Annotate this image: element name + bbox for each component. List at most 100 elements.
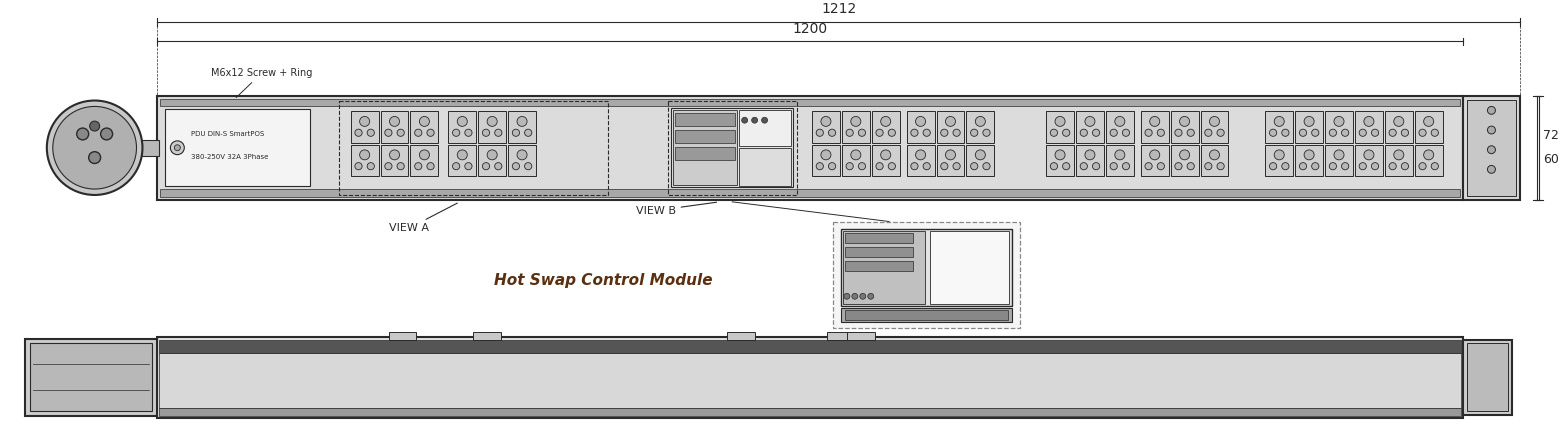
Circle shape: [1157, 129, 1164, 136]
Circle shape: [525, 163, 531, 170]
Bar: [161, 99, 1459, 106]
Circle shape: [970, 129, 978, 136]
Bar: [1047, 112, 1075, 143]
Bar: [25, 339, 158, 416]
Bar: [159, 353, 1460, 408]
Bar: [1385, 112, 1412, 143]
Bar: [840, 230, 1012, 306]
Bar: [845, 233, 914, 243]
Bar: [1325, 145, 1353, 176]
Circle shape: [426, 129, 434, 136]
Bar: [812, 145, 840, 176]
Circle shape: [465, 129, 472, 136]
Circle shape: [1209, 116, 1220, 126]
Bar: [1140, 145, 1168, 176]
Bar: [842, 145, 870, 176]
Circle shape: [851, 150, 861, 160]
Bar: [389, 332, 417, 339]
Circle shape: [859, 293, 865, 299]
Bar: [1106, 145, 1134, 176]
Bar: [845, 310, 1007, 320]
Bar: [872, 112, 900, 143]
Bar: [351, 145, 378, 176]
Bar: [1462, 339, 1512, 415]
Circle shape: [419, 116, 430, 126]
Bar: [381, 112, 409, 143]
Circle shape: [89, 121, 100, 131]
Circle shape: [817, 163, 823, 170]
Bar: [1467, 99, 1517, 196]
Bar: [1076, 112, 1104, 143]
Bar: [1170, 145, 1198, 176]
Circle shape: [359, 150, 370, 160]
Circle shape: [1275, 150, 1284, 160]
Circle shape: [1304, 116, 1314, 126]
Text: 60: 60: [1543, 153, 1559, 166]
Circle shape: [1312, 163, 1318, 170]
Circle shape: [923, 129, 931, 136]
Circle shape: [1282, 129, 1289, 136]
Circle shape: [1334, 116, 1343, 126]
Circle shape: [1300, 163, 1306, 170]
Bar: [1201, 145, 1228, 176]
Circle shape: [1187, 129, 1195, 136]
Circle shape: [1393, 116, 1404, 126]
Circle shape: [1270, 163, 1276, 170]
Bar: [478, 112, 506, 143]
Circle shape: [881, 150, 890, 160]
Bar: [673, 110, 737, 185]
Circle shape: [762, 117, 767, 123]
Circle shape: [458, 150, 467, 160]
Circle shape: [1329, 163, 1337, 170]
Bar: [845, 247, 914, 257]
Circle shape: [359, 116, 370, 126]
Text: 1200: 1200: [792, 22, 828, 36]
Circle shape: [923, 163, 931, 170]
Circle shape: [1423, 116, 1434, 126]
Bar: [159, 408, 1460, 416]
Circle shape: [495, 129, 501, 136]
Circle shape: [1179, 116, 1190, 126]
Circle shape: [1092, 129, 1100, 136]
Bar: [842, 112, 870, 143]
Circle shape: [1217, 163, 1225, 170]
Circle shape: [975, 150, 986, 160]
Bar: [847, 332, 875, 339]
Circle shape: [1418, 129, 1426, 136]
Bar: [1106, 112, 1134, 143]
Bar: [967, 145, 995, 176]
Bar: [967, 112, 995, 143]
Circle shape: [389, 150, 400, 160]
Bar: [478, 145, 506, 176]
Circle shape: [1342, 129, 1348, 136]
Bar: [30, 343, 153, 411]
Bar: [675, 147, 734, 160]
Circle shape: [397, 129, 405, 136]
Bar: [833, 221, 1020, 328]
Text: PDU DIN-S SmartPOS: PDU DIN-S SmartPOS: [191, 131, 264, 137]
Circle shape: [1431, 163, 1439, 170]
Circle shape: [1300, 129, 1306, 136]
Circle shape: [1401, 163, 1409, 170]
Circle shape: [1389, 163, 1396, 170]
Circle shape: [465, 163, 472, 170]
Bar: [845, 261, 914, 271]
Circle shape: [89, 151, 100, 164]
Circle shape: [1364, 116, 1375, 126]
Bar: [1295, 112, 1323, 143]
Text: 72: 72: [1543, 129, 1559, 142]
Bar: [1415, 112, 1443, 143]
Circle shape: [982, 129, 990, 136]
Circle shape: [1487, 106, 1495, 114]
Circle shape: [859, 163, 865, 170]
Circle shape: [1115, 150, 1125, 160]
Circle shape: [384, 129, 392, 136]
Bar: [1201, 112, 1228, 143]
Circle shape: [1270, 129, 1276, 136]
Bar: [826, 332, 854, 339]
Bar: [448, 145, 476, 176]
Bar: [1076, 145, 1104, 176]
Bar: [1462, 95, 1520, 200]
Circle shape: [495, 163, 501, 170]
Bar: [1265, 112, 1293, 143]
